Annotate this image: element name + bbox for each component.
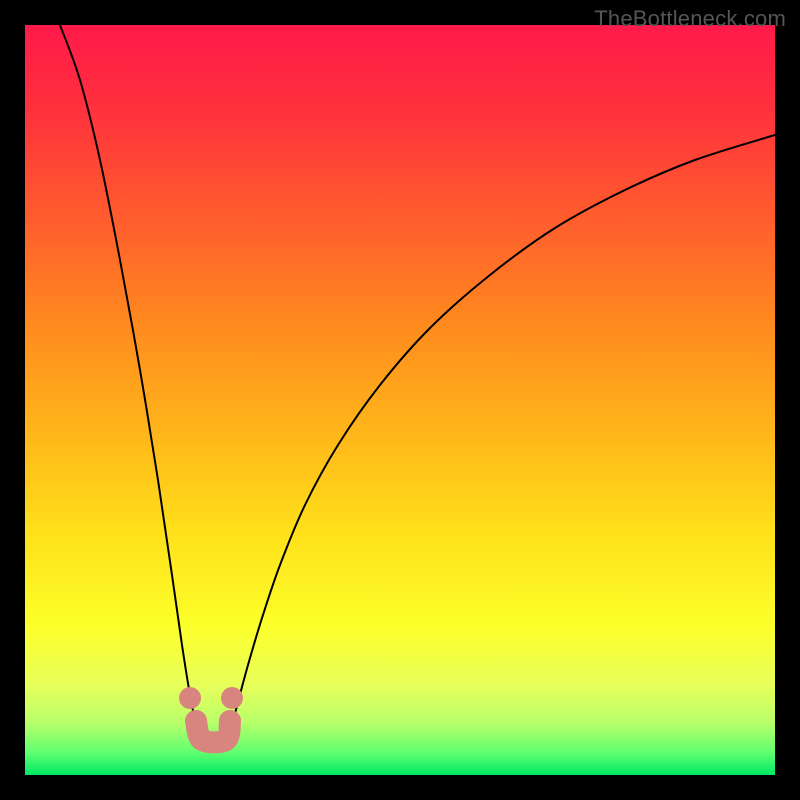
plot-background-gradient — [25, 25, 775, 775]
tick-blob — [219, 710, 241, 732]
tick-blob — [179, 687, 201, 709]
tick-blob — [221, 687, 243, 709]
chart-svg — [0, 0, 800, 800]
tick-blob — [185, 710, 207, 732]
chart-frame: TheBottleneck.com — [0, 0, 800, 800]
watermark-text: TheBottleneck.com — [594, 6, 786, 32]
